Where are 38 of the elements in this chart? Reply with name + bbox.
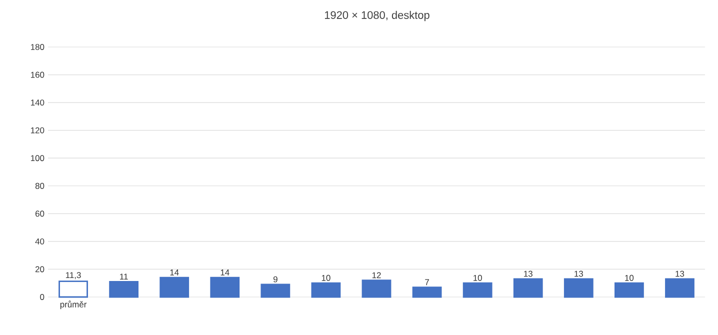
bar: [462, 282, 492, 298]
bar: [362, 280, 392, 298]
y-tick-label: 140: [30, 100, 44, 106]
bar: [311, 282, 341, 298]
data-label: 9: [273, 276, 278, 282]
data-label: 14: [170, 270, 179, 276]
bar: [513, 278, 543, 298]
y-tick-label: 60: [36, 210, 44, 217]
data-label: 11: [120, 274, 128, 280]
bar: [210, 276, 240, 298]
data-label: 12: [372, 272, 381, 278]
bar: [412, 286, 442, 298]
data-label: 11,3: [66, 272, 81, 280]
bar: [564, 278, 594, 298]
bar: [614, 282, 644, 298]
data-label: 10: [474, 274, 482, 281]
bar: [260, 284, 290, 298]
y-tick-label: 40: [35, 238, 44, 244]
bar: [665, 278, 694, 298]
y-tick-label: 160: [30, 72, 44, 78]
y-tick-label: 100: [30, 155, 44, 162]
x-tick-label: průměr: [60, 300, 87, 310]
data-label: 13: [676, 270, 684, 277]
y-tick-label: 120: [30, 127, 44, 134]
data-label: 13: [524, 270, 532, 277]
chart-title: 1920 × 1080, desktop: [324, 10, 430, 22]
y-tick-label: 0: [40, 294, 44, 300]
data-label: 13: [574, 270, 583, 277]
y-tick-label: 180: [30, 44, 44, 50]
y-tick-label: 80: [35, 182, 44, 189]
bar: [160, 276, 190, 298]
bar: [109, 281, 139, 298]
data-label: 14: [220, 270, 230, 276]
data-label: 7: [425, 279, 429, 286]
y-tick-label: 20: [35, 266, 44, 272]
bar: [58, 280, 88, 298]
data-label: 10: [625, 274, 634, 281]
data-label: 10: [322, 274, 330, 281]
